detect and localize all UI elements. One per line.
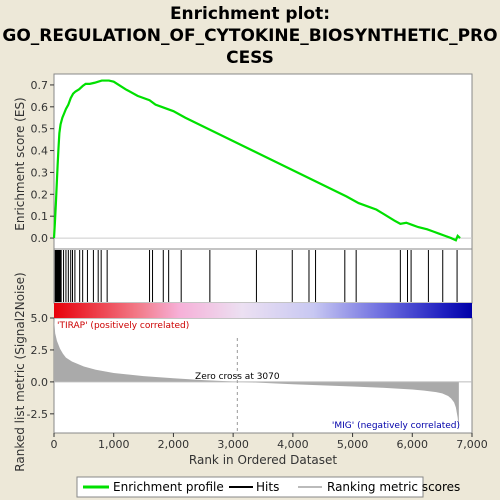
x-tick-label: 0 (51, 438, 58, 451)
negative-correlation-label: 'MIG' (negatively correlated) (332, 421, 460, 431)
x-tick-label: 6,000 (397, 438, 429, 451)
metric-y-tick-label: -2.5 (27, 408, 48, 421)
es-curve-line (52, 79, 461, 242)
es-y-tick-label: 0.1 (31, 210, 49, 223)
metric-y-ticks: 5.0 2.5 0.0 -2.5 (27, 312, 54, 421)
legend: Enrichment profile Hits Ranking metric s… (76, 476, 460, 498)
metric-area (54, 318, 472, 431)
es-y-tick-label: 0.4 (31, 145, 49, 158)
x-tick-label: 3,000 (217, 438, 249, 451)
x-tick-label: 4,000 (277, 438, 309, 451)
hit-markers (54, 250, 458, 302)
es-panel (53, 73, 473, 250)
chart-title-line1: Enrichment plot: (170, 4, 330, 24)
chart-title-line2: GO_REGULATION_OF_CYTOKINE_BIOSYNTHETIC_P… (2, 26, 497, 46)
x-tick-label: 5,000 (337, 438, 369, 451)
x-tick-label: 2,000 (158, 438, 190, 451)
es-y-tick-label: 0.5 (31, 123, 49, 136)
es-y-tick-label: 0.7 (31, 79, 49, 92)
x-tick-label: 1,000 (98, 438, 130, 451)
x-axis-label: Rank in Ordered Dataset (189, 453, 337, 467)
positive-correlation-label: 'TIRAP' (positively correlated) (57, 321, 189, 331)
legend-hits-label: Hits (256, 480, 279, 494)
metric-y-tick-label: 0.0 (31, 376, 49, 389)
metric-y-axis-label: Ranked list metric (Signal2Noise) (13, 272, 27, 471)
x-axis-ticks: 0 1,000 2,000 3,000 4,000 5,000 6,000 7,000 (51, 433, 488, 451)
rank-color-strip (54, 303, 472, 318)
chart-title-line3: CESS (226, 48, 274, 68)
es-y-tick-label: 0.0 (31, 232, 49, 245)
legend-metric-label: Ranking metric scores (327, 480, 460, 494)
zero-cross-label: Zero cross at 3070 (195, 372, 280, 382)
legend-enrichment-label: Enrichment profile (113, 480, 224, 494)
es-y-tick-label: 0.3 (31, 166, 49, 179)
x-tick-label: 7,000 (456, 438, 488, 451)
es-y-tick-label: 0.2 (31, 188, 49, 201)
hits-panel (53, 248, 473, 304)
metric-y-tick-label: 2.5 (31, 344, 49, 357)
es-curve (52, 79, 461, 242)
es-y-axis-label: Enrichment score (ES) (13, 97, 27, 230)
metric-y-tick-label: 5.0 (31, 312, 49, 325)
es-y-tick-label: 0.6 (31, 101, 49, 114)
es-y-ticks: 0.0 0.1 0.2 0.3 0.4 0.5 0.6 0.7 (31, 79, 54, 245)
